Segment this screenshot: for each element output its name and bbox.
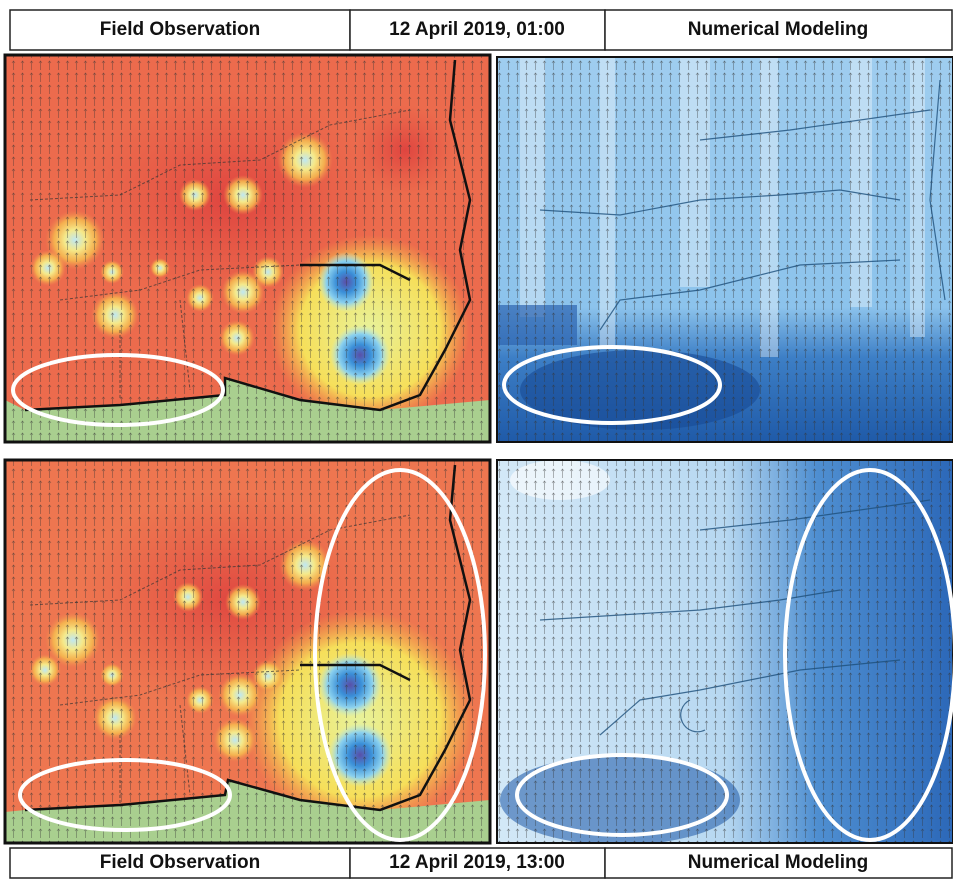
observation-map bbox=[5, 55, 490, 442]
observation-map bbox=[5, 460, 490, 843]
header-label: Numerical Modeling bbox=[688, 19, 869, 40]
header-label: Field Observation bbox=[100, 852, 260, 873]
header-label: Numerical Modeling bbox=[688, 852, 869, 873]
header-label: 12 April 2019, 13:00 bbox=[389, 852, 565, 873]
header-label: 12 April 2019, 01:00 bbox=[389, 19, 565, 40]
figure: Field Observation 12 April 2019, 01:00 N… bbox=[0, 0, 953, 879]
header-label: Field Observation bbox=[100, 19, 260, 40]
model-map bbox=[497, 57, 953, 442]
